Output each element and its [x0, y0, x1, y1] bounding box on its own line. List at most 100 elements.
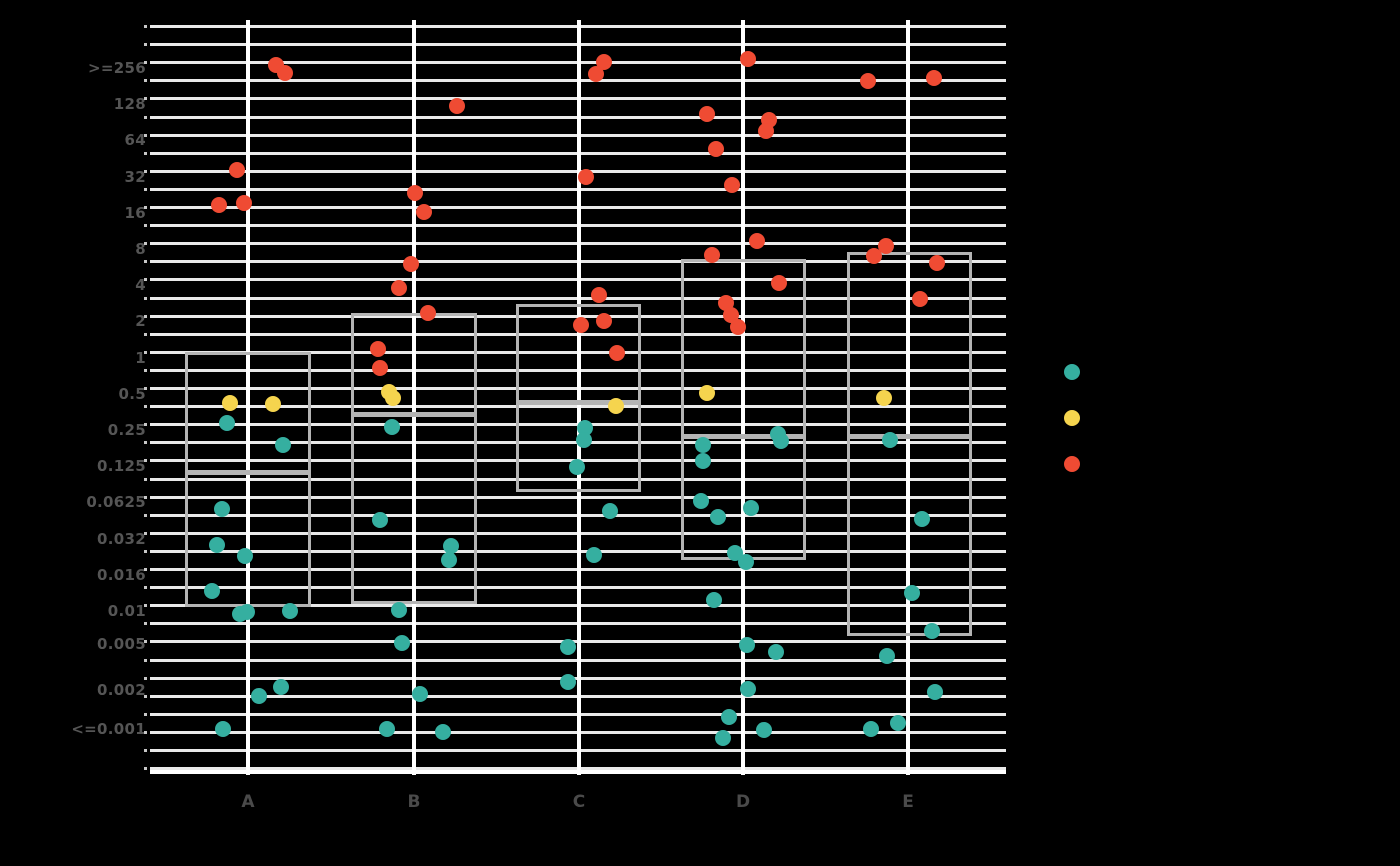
y-axis-tick-label: 0.032: [97, 529, 146, 548]
data-point-red: [860, 73, 876, 89]
data-point-red: [596, 313, 612, 329]
data-point-teal: [904, 585, 920, 601]
y-axis-tick-label: 1: [135, 348, 146, 367]
y-axis-tick: [144, 25, 147, 28]
data-point-red: [926, 70, 942, 86]
y-axis-tick-label: 0.01: [107, 602, 146, 620]
y-axis-tick: [144, 115, 147, 119]
data-point-teal: [391, 602, 407, 618]
x-axis-label-C: C: [572, 792, 586, 812]
data-point-red: [391, 280, 407, 296]
data-point-teal: [214, 501, 230, 517]
data-point-teal: [441, 552, 457, 568]
data-point-teal: [251, 688, 267, 704]
data-point-red: [749, 233, 765, 249]
y-axis-tick: [144, 368, 147, 372]
data-point-red: [229, 162, 245, 178]
legend-dot-series-yellow[interactable]: [1064, 410, 1080, 426]
data-point-teal: [695, 453, 711, 469]
median-line-D: [681, 434, 806, 439]
y-axis-tick: [144, 676, 147, 680]
data-point-teal: [890, 715, 906, 731]
y-axis-tick-label: 4: [135, 276, 146, 295]
data-point-teal: [706, 592, 722, 608]
data-point-red: [211, 197, 227, 213]
data-point-red: [724, 177, 740, 193]
y-axis-tick: [144, 79, 147, 83]
data-point-red: [420, 305, 436, 321]
y-axis-tick-label: <=0.001: [71, 720, 146, 738]
data-point-teal: [882, 432, 898, 448]
x-axis-label-A: A: [241, 792, 255, 812]
y-axis-tick: [144, 459, 147, 463]
data-point-teal: [239, 604, 255, 620]
data-point-teal: [739, 637, 755, 653]
y-axis-tick: [144, 43, 147, 47]
y-axis-tick-label: 32: [124, 167, 146, 186]
data-point-teal: [204, 583, 220, 599]
data-point-red: [370, 341, 386, 357]
x-axis-label-B: B: [407, 792, 421, 812]
x-axis-label-E: E: [902, 792, 914, 812]
data-point-red: [416, 204, 432, 220]
data-point-teal: [435, 724, 451, 740]
box-A: [185, 352, 311, 607]
data-point-teal: [863, 721, 879, 737]
data-point-teal: [914, 511, 930, 527]
data-point-yellow: [265, 396, 281, 412]
data-point-teal: [927, 684, 943, 700]
category-divider-A: [246, 20, 250, 775]
data-point-red: [372, 360, 388, 376]
y-axis-tick: [144, 405, 147, 409]
y-axis-tick: [144, 694, 147, 698]
data-point-red: [878, 238, 894, 254]
y-axis-tick-label: 0.005: [97, 635, 146, 653]
data-point-teal: [560, 674, 576, 690]
y-axis-tick: [144, 224, 147, 228]
data-point-teal: [560, 639, 576, 655]
y-axis-tick: [144, 441, 147, 445]
data-point-red: [277, 65, 293, 81]
data-point-red: [730, 319, 746, 335]
y-axis-tick: [144, 767, 147, 771]
data-point-teal: [710, 509, 726, 525]
data-point-teal: [879, 648, 895, 664]
x-axis-label-D: D: [735, 792, 751, 812]
data-point-yellow: [608, 398, 624, 414]
y-axis-tick: [144, 260, 147, 264]
data-point-red: [929, 255, 945, 271]
data-point-red: [740, 51, 756, 67]
category-divider-D: [741, 20, 745, 775]
data-point-teal: [602, 503, 618, 519]
legend-dot-series-red[interactable]: [1064, 456, 1080, 472]
y-axis-tick-label: 8: [135, 240, 146, 258]
data-point-teal: [282, 603, 298, 619]
y-axis-tick: [144, 622, 147, 626]
y-axis-tick: [144, 730, 147, 734]
data-point-red: [771, 275, 787, 291]
y-axis-tick-label: 0.002: [97, 681, 146, 699]
data-point-teal: [695, 437, 711, 453]
legend-dot-series-teal[interactable]: [1064, 364, 1080, 380]
data-point-teal: [443, 538, 459, 554]
data-point-red: [708, 141, 724, 157]
category-divider-C: [577, 20, 581, 775]
y-axis-tick: [144, 206, 147, 209]
box-E: [847, 252, 972, 636]
data-point-yellow: [876, 390, 892, 406]
data-point-yellow: [222, 395, 238, 411]
y-axis-tick: [144, 495, 147, 499]
data-point-red: [758, 123, 774, 139]
x-axis-line: [150, 770, 1006, 774]
data-point-teal: [693, 493, 709, 509]
median-line-E: [847, 434, 972, 439]
y-axis-tick: [144, 513, 147, 517]
data-point-red: [596, 54, 612, 70]
data-point-teal: [576, 432, 592, 448]
y-axis-tick-label: >=256: [88, 59, 146, 77]
y-axis-tick: [144, 549, 147, 553]
data-point-teal: [721, 709, 737, 725]
data-point-red: [403, 256, 419, 272]
data-point-teal: [394, 635, 410, 651]
y-axis-tick: [144, 586, 147, 590]
